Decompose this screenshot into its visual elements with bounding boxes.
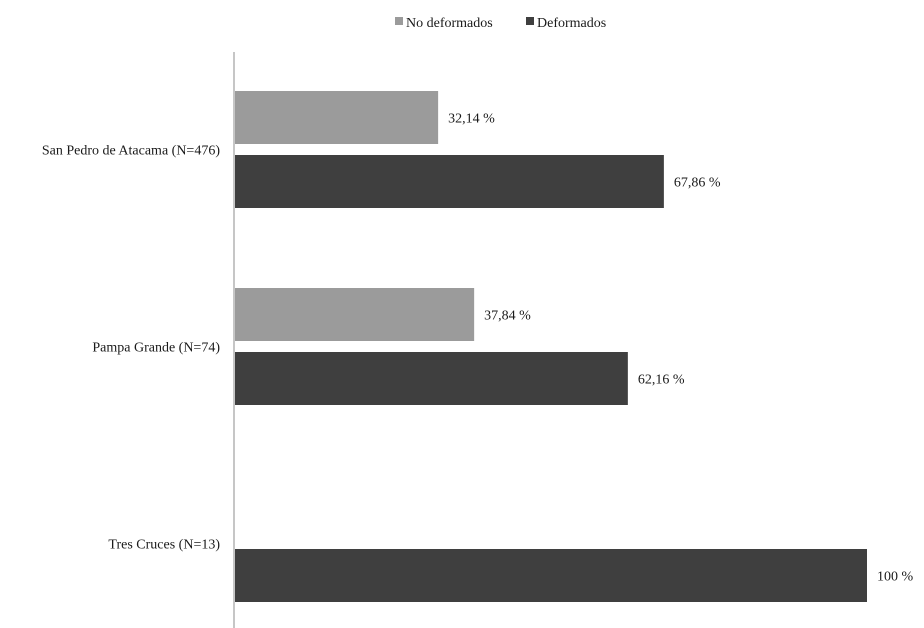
legend-label-deformados: Deformados — [537, 16, 606, 31]
legend-swatch-deformados — [526, 17, 534, 25]
data-label-no-deformados-san-pedro-de-atacama: 32,14 % — [448, 112, 495, 127]
data-labels-group: 32,14 % 67,86 % 37,84 % 62,16 % 100 % — [448, 112, 913, 585]
bar-no-deformados-san-pedro-de-atacama — [235, 91, 439, 144]
bar-no-deformados-pampa-grande — [235, 288, 475, 341]
category-label-san-pedro-de-atacama: San Pedro de Atacama (N=476) — [42, 144, 221, 159]
bar-deformados-san-pedro-de-atacama — [235, 155, 664, 208]
bars-group — [235, 91, 867, 602]
legend-swatch-no-deformados — [395, 17, 403, 25]
category-label-pampa-grande: Pampa Grande (N=74) — [92, 341, 220, 356]
data-label-deformados-tres-cruces: 100 % — [877, 570, 914, 585]
bar-deformados-pampa-grande — [235, 352, 628, 405]
data-label-no-deformados-pampa-grande: 37,84 % — [484, 309, 531, 324]
bar-deformados-tres-cruces — [235, 549, 867, 602]
legend-label-no-deformados: No deformados — [406, 16, 493, 31]
data-label-deformados-san-pedro-de-atacama: 67,86 % — [674, 176, 721, 191]
data-label-deformados-pampa-grande: 62,16 % — [638, 373, 685, 388]
category-labels-group: San Pedro de Atacama (N=476) Pampa Grande… — [42, 144, 221, 553]
category-label-tres-cruces: Tres Cruces (N=13) — [108, 538, 220, 553]
legend: No deformados Deformados — [395, 16, 606, 31]
